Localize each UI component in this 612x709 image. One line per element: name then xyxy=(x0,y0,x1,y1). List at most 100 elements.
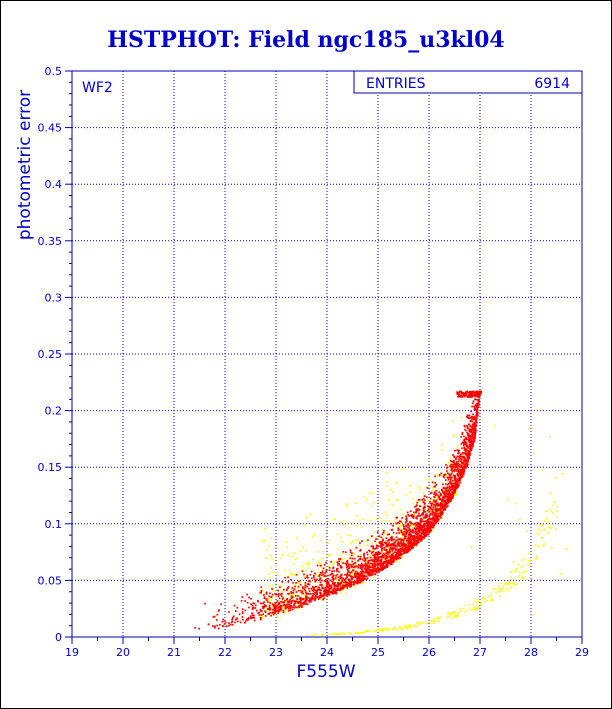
point-red xyxy=(359,565,362,568)
point-red xyxy=(290,605,293,607)
point-red xyxy=(471,445,474,448)
y-tick-label: 0.1 xyxy=(45,518,63,531)
point-red xyxy=(463,470,466,473)
point-red xyxy=(443,486,446,489)
point-red xyxy=(423,495,426,497)
point-red xyxy=(472,438,475,441)
point-red xyxy=(259,608,262,611)
point-red xyxy=(305,603,307,605)
point-red xyxy=(389,550,392,553)
point-red xyxy=(357,564,360,566)
point-red xyxy=(324,580,327,583)
point-red xyxy=(320,579,323,582)
point-red xyxy=(365,575,368,578)
point-red xyxy=(421,513,423,515)
point-red xyxy=(419,522,422,525)
point-red xyxy=(364,563,367,565)
point-yellow xyxy=(451,612,453,614)
point-red xyxy=(407,540,409,543)
point-yellow xyxy=(510,570,513,573)
point-red xyxy=(438,474,441,477)
point-red xyxy=(422,525,425,528)
point-red xyxy=(327,582,330,584)
point-yellow xyxy=(340,580,342,582)
point-red xyxy=(318,588,321,590)
point-red xyxy=(300,606,303,609)
point-red xyxy=(467,434,469,437)
point-red xyxy=(367,562,369,565)
point-red xyxy=(392,561,395,564)
point-red xyxy=(475,420,477,423)
point-yellow xyxy=(366,544,368,546)
point-yellow xyxy=(527,564,530,566)
point-yellow xyxy=(436,473,439,476)
point-red xyxy=(467,447,469,449)
point-red xyxy=(460,443,463,445)
point-red xyxy=(435,502,438,505)
point-red xyxy=(380,549,383,552)
point-red xyxy=(284,605,287,608)
point-yellow xyxy=(338,632,341,635)
point-red xyxy=(339,565,342,567)
point-red xyxy=(232,616,234,619)
point-red xyxy=(476,414,479,417)
point-red xyxy=(462,451,464,454)
point-yellow xyxy=(432,488,434,491)
point-red xyxy=(405,543,408,546)
point-yellow xyxy=(360,553,362,556)
point-yellow xyxy=(440,443,443,446)
point-red xyxy=(381,555,384,557)
point-red xyxy=(426,527,428,529)
point-red xyxy=(374,558,377,561)
point-red xyxy=(223,619,226,622)
point-red xyxy=(292,599,294,602)
point-red xyxy=(311,589,314,592)
point-red xyxy=(477,402,480,405)
point-red xyxy=(450,484,453,487)
point-red xyxy=(452,465,454,468)
point-yellow xyxy=(349,543,351,545)
point-red xyxy=(425,535,427,538)
point-yellow xyxy=(402,529,404,532)
point-red xyxy=(319,564,322,567)
point-yellow xyxy=(301,569,303,571)
point-red xyxy=(240,599,243,602)
point-red xyxy=(450,482,452,485)
point-yellow xyxy=(377,628,379,631)
point-yellow xyxy=(343,520,345,522)
point-red xyxy=(398,551,401,554)
point-red xyxy=(463,452,466,454)
point-yellow xyxy=(298,598,300,600)
point-red xyxy=(397,550,399,553)
point-red xyxy=(369,550,371,553)
point-red xyxy=(389,544,391,547)
point-red xyxy=(400,549,403,552)
point-red xyxy=(382,555,385,558)
point-red xyxy=(414,529,417,531)
point-red xyxy=(456,485,459,488)
point-red xyxy=(339,577,342,580)
point-yellow xyxy=(417,501,420,504)
point-red xyxy=(456,487,458,489)
point-red xyxy=(286,603,289,606)
point-yellow xyxy=(437,511,440,513)
point-red xyxy=(356,576,358,579)
point-yellow xyxy=(378,517,381,519)
point-red xyxy=(275,606,277,609)
point-red xyxy=(452,489,455,492)
point-red xyxy=(460,469,463,471)
point-red xyxy=(455,462,458,464)
point-red xyxy=(263,601,266,603)
point-red xyxy=(465,445,468,448)
point-yellow xyxy=(365,540,368,542)
point-yellow xyxy=(269,614,271,617)
point-yellow xyxy=(305,563,308,565)
point-yellow xyxy=(289,591,291,594)
point-red xyxy=(296,606,298,609)
point-red xyxy=(299,598,301,600)
point-red xyxy=(263,594,265,596)
point-red xyxy=(419,528,422,531)
point-red xyxy=(351,575,353,578)
point-red xyxy=(328,588,331,591)
point-red xyxy=(315,579,317,582)
